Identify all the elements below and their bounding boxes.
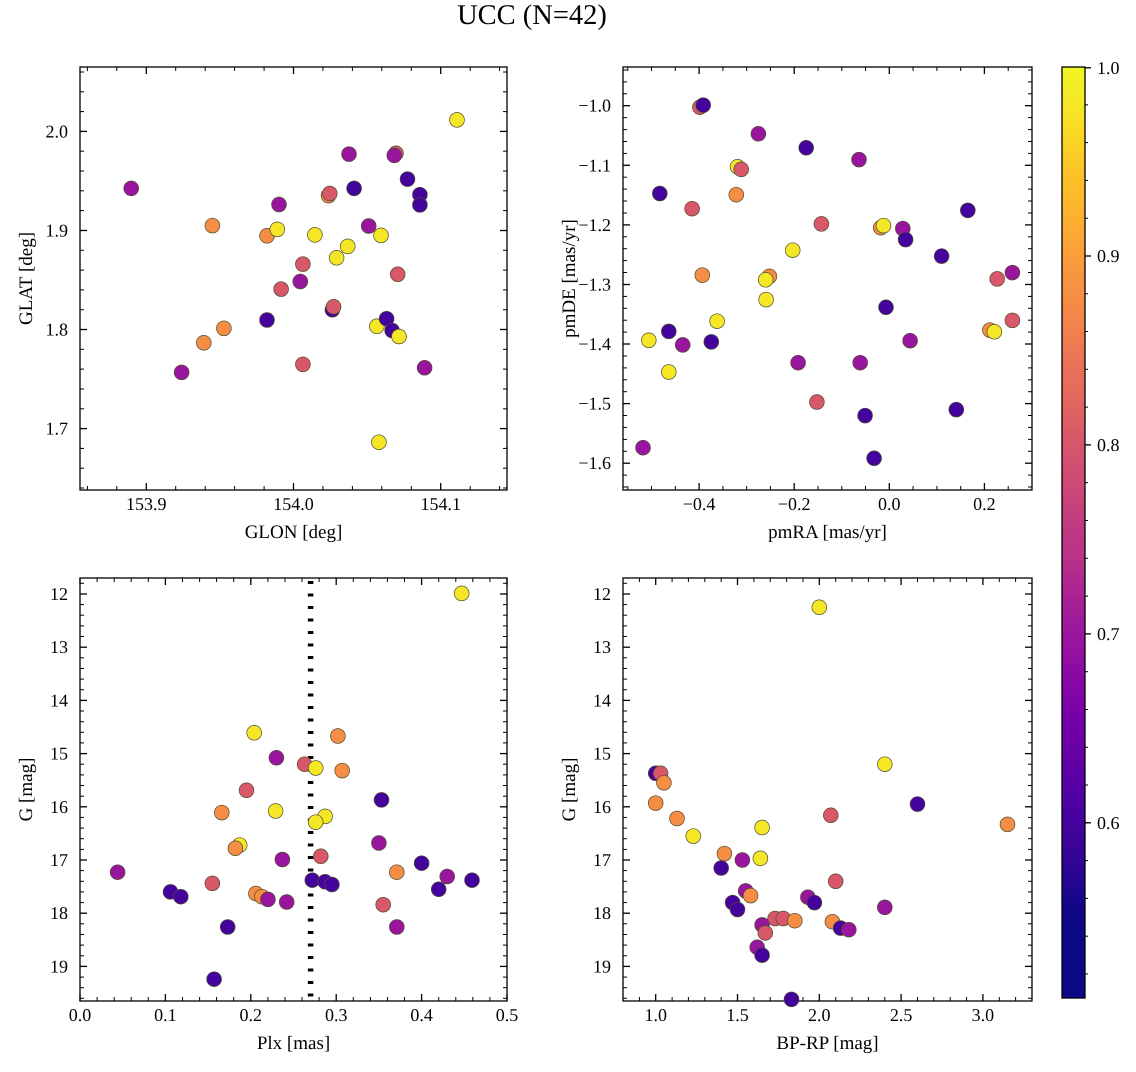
svg-text:GLAT [deg]: GLAT [deg]: [16, 232, 37, 325]
svg-text:17: 17: [593, 850, 611, 870]
svg-text:13: 13: [593, 637, 611, 657]
svg-text:−1.6: −1.6: [578, 453, 611, 473]
svg-text:1.9: 1.9: [46, 221, 69, 241]
svg-text:G [mag]: G [mag]: [559, 758, 580, 822]
svg-text:0.1: 0.1: [154, 1005, 177, 1025]
svg-text:154.0: 154.0: [273, 494, 314, 514]
svg-text:18: 18: [50, 903, 68, 923]
svg-text:−1.3: −1.3: [578, 275, 611, 295]
svg-text:1.8: 1.8: [46, 320, 69, 340]
svg-text:17: 17: [50, 850, 68, 870]
svg-text:−0.4: −0.4: [683, 494, 716, 514]
svg-text:−1.5: −1.5: [578, 394, 611, 414]
svg-text:0.9: 0.9: [1097, 246, 1120, 266]
svg-text:−0.2: −0.2: [778, 494, 811, 514]
svg-text:1.7: 1.7: [46, 419, 69, 439]
svg-text:154.1: 154.1: [420, 494, 461, 514]
svg-text:−1.2: −1.2: [578, 215, 611, 235]
svg-text:0.3: 0.3: [325, 1005, 348, 1025]
svg-text:2.0: 2.0: [46, 121, 69, 141]
svg-text:G [mag]: G [mag]: [16, 758, 37, 822]
svg-text:13: 13: [50, 637, 68, 657]
svg-text:1.0: 1.0: [1097, 58, 1120, 78]
svg-text:−1.4: −1.4: [578, 334, 611, 354]
svg-text:15: 15: [50, 744, 68, 764]
svg-text:UCC (N=42): UCC (N=42): [457, 0, 607, 31]
svg-text:2.5: 2.5: [890, 1005, 913, 1025]
svg-text:pmRA [mas/yr]: pmRA [mas/yr]: [768, 522, 887, 543]
svg-text:14: 14: [593, 690, 611, 710]
svg-text:16: 16: [593, 797, 611, 817]
svg-text:0.8: 0.8: [1097, 435, 1120, 455]
svg-text:0.0: 0.0: [878, 494, 901, 514]
svg-text:12: 12: [50, 584, 68, 604]
svg-text:pmDE [mas/yr]: pmDE [mas/yr]: [559, 219, 580, 338]
svg-text:0.4: 0.4: [410, 1005, 433, 1025]
svg-text:1.5: 1.5: [726, 1005, 749, 1025]
svg-text:−1.1: −1.1: [578, 155, 611, 175]
svg-text:BP-RP [mag]: BP-RP [mag]: [776, 1033, 878, 1054]
svg-text:19: 19: [50, 956, 68, 976]
svg-text:2.0: 2.0: [808, 1005, 831, 1025]
svg-text:18: 18: [593, 903, 611, 923]
svg-text:0.7: 0.7: [1097, 624, 1120, 644]
svg-text:15: 15: [593, 744, 611, 764]
svg-text:0.0: 0.0: [69, 1005, 92, 1025]
svg-text:0.5: 0.5: [496, 1005, 519, 1025]
svg-text:1.0: 1.0: [644, 1005, 667, 1025]
svg-text:0.2: 0.2: [973, 494, 996, 514]
svg-text:14: 14: [50, 690, 68, 710]
svg-text:12: 12: [593, 584, 611, 604]
svg-text:0.6: 0.6: [1097, 813, 1120, 833]
svg-text:GLON [deg]: GLON [deg]: [245, 522, 343, 543]
svg-text:0.2: 0.2: [240, 1005, 263, 1025]
svg-text:Plx [mas]: Plx [mas]: [257, 1033, 330, 1054]
svg-text:16: 16: [50, 797, 68, 817]
svg-text:3.0: 3.0: [972, 1005, 995, 1025]
svg-text:−1.0: −1.0: [578, 96, 611, 116]
svg-text:153.9: 153.9: [126, 494, 167, 514]
svg-text:19: 19: [593, 956, 611, 976]
